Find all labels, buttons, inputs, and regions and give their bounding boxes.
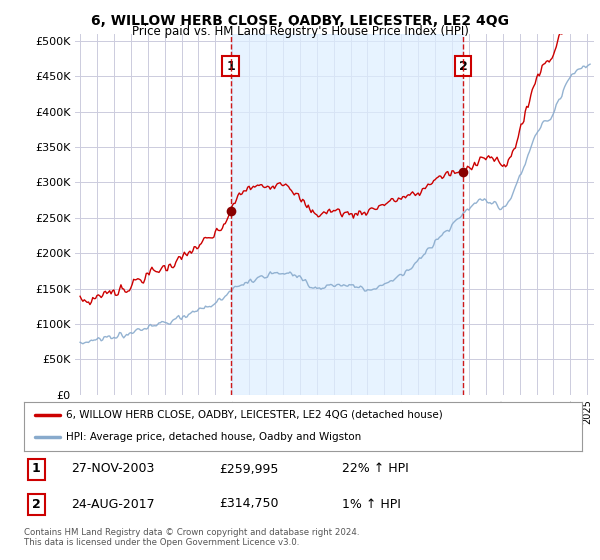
Text: £314,750: £314,750 [220,497,279,511]
Text: 24-AUG-2017: 24-AUG-2017 [71,497,155,511]
Text: 2: 2 [458,59,467,73]
Text: Price paid vs. HM Land Registry's House Price Index (HPI): Price paid vs. HM Land Registry's House … [131,25,469,38]
Text: 6, WILLOW HERB CLOSE, OADBY, LEICESTER, LE2 4QG: 6, WILLOW HERB CLOSE, OADBY, LEICESTER, … [91,14,509,28]
Text: 6, WILLOW HERB CLOSE, OADBY, LEICESTER, LE2 4QG (detached house): 6, WILLOW HERB CLOSE, OADBY, LEICESTER, … [66,410,443,420]
Text: 1% ↑ HPI: 1% ↑ HPI [342,497,401,511]
Text: £259,995: £259,995 [220,463,278,475]
Text: 22% ↑ HPI: 22% ↑ HPI [342,463,409,475]
Bar [230,34,463,395]
Text: 2: 2 [32,497,41,511]
Text: 1: 1 [226,59,235,73]
Text: 27-NOV-2003: 27-NOV-2003 [71,463,155,475]
Text: Contains HM Land Registry data © Crown copyright and database right 2024.
This d: Contains HM Land Registry data © Crown c… [24,528,359,547]
Text: HPI: Average price, detached house, Oadby and Wigston: HPI: Average price, detached house, Oadb… [66,432,361,442]
Text: 1: 1 [32,463,41,475]
